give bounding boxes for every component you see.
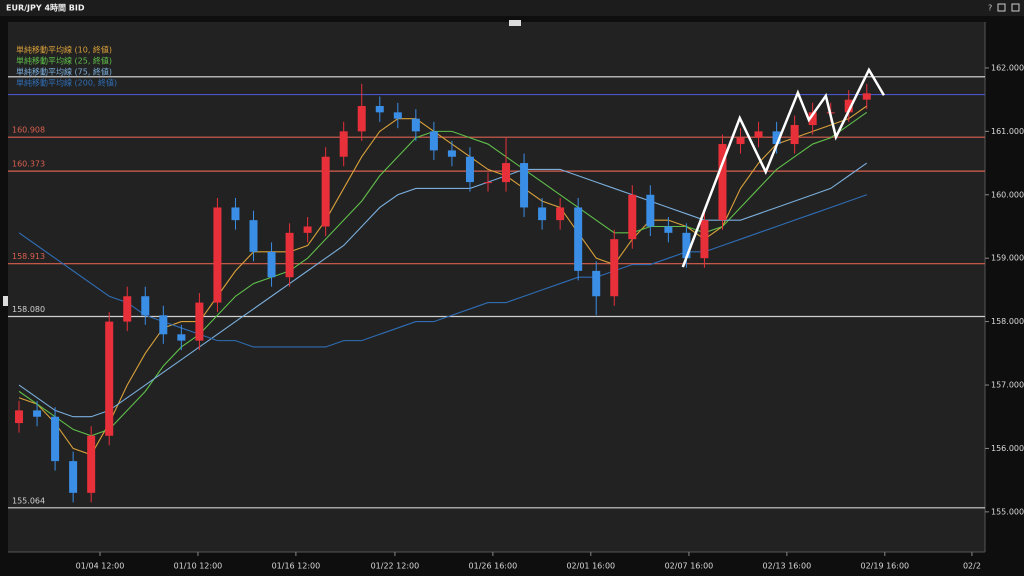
y-tick-label: 158.000 (991, 317, 1024, 326)
restore-button[interactable] (1011, 3, 1020, 12)
axes-layer: 155.000 156.000 157.000 158.000 159.000 160.0… (76, 63, 1024, 570)
candle-body (159, 315, 168, 335)
title-bar (0, 0, 1024, 16)
window-buttons[interactable]: ? (988, 3, 1020, 13)
y-tick-label: 156.000 (991, 444, 1024, 453)
candle-body (375, 106, 384, 113)
horizontal-line-label: 158.913 (12, 252, 45, 261)
candle-body (556, 207, 565, 221)
candle-body (285, 232, 294, 278)
candle-body (718, 144, 727, 221)
x-tick-label: 02/07 16:00 (665, 562, 714, 571)
candle-body (664, 226, 673, 233)
x-tick-label: 02/19 16:00 (860, 562, 909, 571)
x-tick-label: 01/26 16:00 (469, 562, 518, 571)
legend-label: 単純移動平均線 (200, 終値) (16, 78, 117, 88)
window-title: EUR/JPY 4時間 BID (6, 3, 85, 13)
y-tick-label: 161.000 (991, 127, 1024, 136)
horizontal-line-label: 160.908 (12, 126, 45, 135)
candle-body (195, 302, 204, 341)
candle-body (393, 112, 402, 119)
candle-body (105, 321, 114, 436)
candle-body (123, 296, 132, 322)
candle-body (754, 131, 763, 138)
x-tick-label: 02/01 16:00 (566, 562, 615, 571)
legend-label: 単純移動平均線 (25, 終値) (16, 56, 112, 66)
candle-body (646, 194, 655, 227)
x-tick-label: 02/2 (963, 562, 981, 571)
candle-body (87, 435, 96, 493)
candle-body (15, 410, 24, 424)
horizontal-line-label: 158.080 (12, 305, 45, 314)
candle-body (502, 163, 511, 183)
candle-body (69, 461, 78, 493)
candle-body (33, 410, 42, 417)
y-tick-label: 155.000 (991, 507, 1024, 516)
collapse-tab[interactable] (509, 20, 521, 26)
candle-body (736, 137, 745, 145)
candle-body (141, 296, 150, 316)
candle-body (339, 131, 348, 157)
y-tick-label: 162.000 (991, 63, 1024, 72)
candle-body (700, 220, 709, 259)
maximize-button[interactable] (997, 3, 1006, 12)
x-tick-label: 01/16 12:00 (272, 562, 321, 571)
candle-body (51, 416, 60, 462)
candle-body (682, 232, 691, 259)
legend-label: 単純移動平均線 (10, 終値) (16, 45, 112, 55)
candle-body (321, 156, 330, 227)
candle-body (447, 150, 456, 157)
candle-body (213, 207, 222, 303)
x-tick-label: 01/22 12:00 (371, 562, 420, 571)
horizontal-line-label: 155.064 (12, 496, 45, 505)
candle-body (610, 239, 619, 297)
help-button[interactable]: ? (988, 4, 992, 13)
y-tick-label: 157.000 (991, 381, 1024, 390)
candle-body (862, 93, 871, 100)
moving-average-line (18, 111, 868, 437)
x-tick-label: 01/10 12:00 (174, 562, 223, 571)
candle-body (628, 194, 637, 240)
candle-body (520, 163, 529, 208)
legend-label: 単純移動平均線 (75, 終値) (16, 67, 112, 77)
x-tick-label: 02/13 16:00 (763, 562, 812, 571)
candle-body (411, 118, 420, 132)
candle-body (357, 106, 366, 132)
zigzag-annotation (681, 67, 885, 268)
candle-body (429, 131, 438, 151)
x-tick-label: 01/04 12:00 (76, 562, 125, 571)
candle-body (808, 112, 817, 126)
legend: 単純移動平均線 (10, 終値)単純移動平均線 (25, 終値)単純移動平均線 … (16, 45, 117, 88)
candle-body (465, 156, 474, 183)
candle-body (574, 207, 583, 271)
plot-layer: 160.908 160.373 158.913 158.080 155.064 (8, 67, 985, 509)
y-tick-label: 160.000 (991, 190, 1024, 199)
candle-body (177, 334, 186, 341)
side-tab[interactable] (3, 296, 8, 306)
candle-body (538, 207, 547, 221)
candle-body (790, 125, 799, 145)
candle-body (592, 270, 601, 297)
candle-body (231, 207, 240, 221)
y-tick-label: 159.000 (991, 254, 1024, 263)
candle-body (483, 182, 492, 184)
horizontal-line-label: 160.373 (12, 160, 45, 169)
plot-area (8, 22, 985, 552)
candle-body (249, 220, 258, 252)
candle-body (844, 99, 853, 113)
candle-body (303, 226, 312, 233)
candle-body (267, 251, 276, 278)
candle-body (772, 131, 781, 145)
